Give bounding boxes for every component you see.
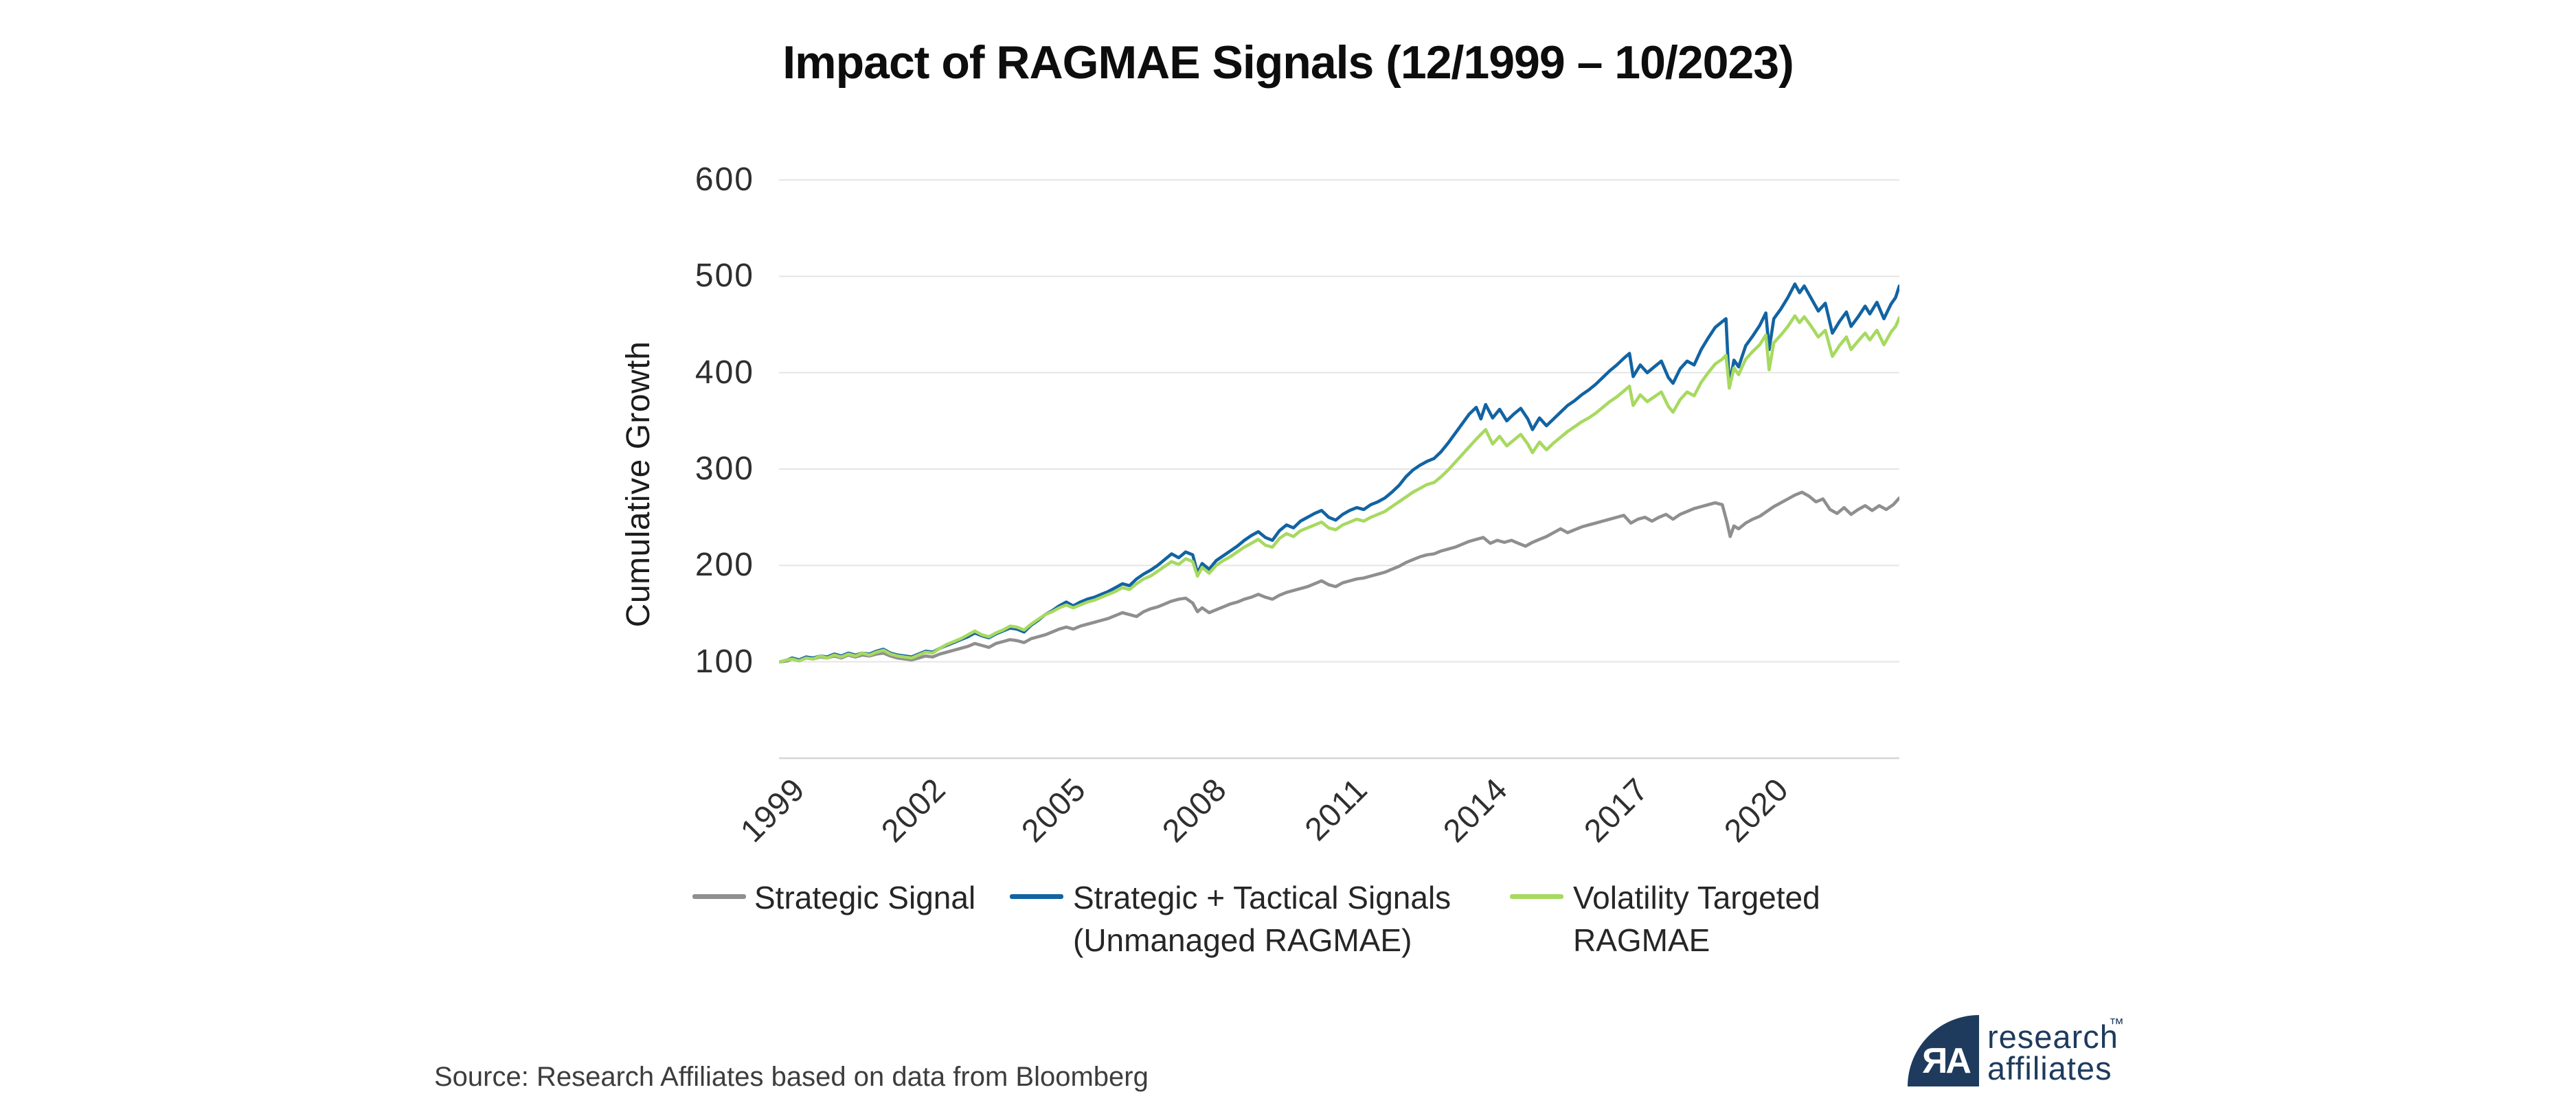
series-line-volatility-targeted-ragmae	[779, 314, 1899, 664]
y-tick-label: 500	[694, 258, 754, 295]
legend-swatch-strategic-signal	[692, 894, 746, 899]
x-tick-label: 2011	[1297, 771, 1375, 847]
research-affiliates-logo: ЯA research affiliates ™	[1908, 1015, 2124, 1086]
legend-swatch-volatility-targeted	[1510, 894, 1563, 899]
x-tick-label: 2017	[1577, 771, 1656, 850]
x-tick-label: 2020	[1717, 771, 1796, 850]
legend-swatch-strategic-tactical	[1010, 894, 1063, 899]
legend-label-line1: Volatility Targeted	[1573, 880, 1820, 915]
legend-label-line1: Strategic + Tactical Signals	[1073, 880, 1451, 915]
x-tick-label: 1999	[733, 771, 812, 850]
x-tick-label: 2008	[1155, 771, 1234, 850]
x-tick-label: 2005	[1014, 771, 1093, 850]
source-note: Source: Research Affiliates based on dat…	[434, 1062, 1149, 1092]
legend-label: Volatility Targeted RAGMAE	[1573, 876, 1820, 961]
legend-label-line2: RAGMAE	[1573, 922, 1710, 958]
legend-label: Strategic Signal	[754, 876, 975, 919]
logo-text-research: research	[1987, 1018, 2119, 1055]
logo-trademark-symbol: ™	[2109, 1015, 2124, 1032]
logo-text-affiliates: affiliates	[1987, 1050, 2112, 1086]
plot-area	[779, 179, 1899, 760]
legend-label: Strategic + Tactical Signals (Unmanaged …	[1073, 876, 1451, 961]
y-tick-label: 200	[694, 547, 754, 584]
y-tick-label: 300	[694, 451, 754, 487]
logo-quarter-circle-mark	[1908, 1015, 1979, 1086]
y-tick-label: 600	[694, 161, 754, 198]
legend-label-line1: Strategic Signal	[754, 880, 976, 915]
series-line-strategic-signal	[779, 490, 1899, 664]
legend-label-line2: (Unmanaged RAGMAE)	[1073, 922, 1412, 958]
series-line-strategic-tactical-signals-unmanaged-ragmae	[779, 282, 1899, 664]
logo-monogram: ЯA	[1922, 1041, 1971, 1081]
y-tick-label: 400	[694, 354, 754, 391]
chart-title: Impact of RAGMAE Signals (12/1999 – 10/2…	[782, 36, 1794, 89]
x-tick-label: 2002	[873, 771, 953, 850]
y-tick-label: 100	[694, 643, 754, 680]
y-axis-title: Cumulative Growth	[620, 341, 657, 628]
x-tick-label: 2014	[1436, 771, 1515, 850]
